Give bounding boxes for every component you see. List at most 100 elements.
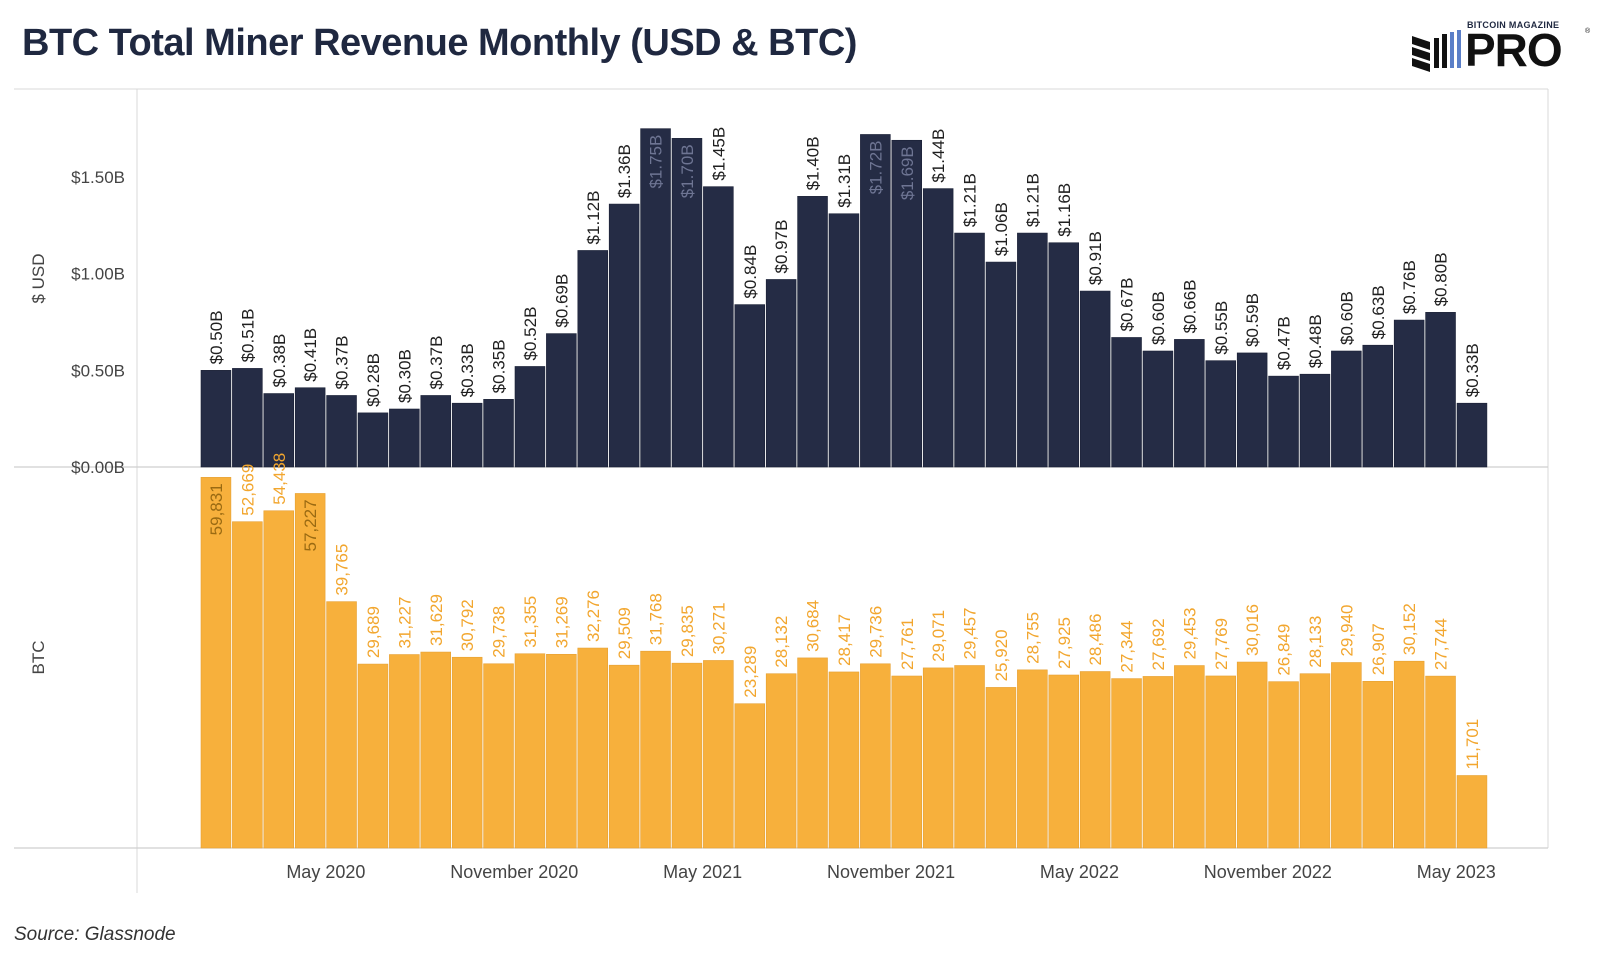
logo-big-text: PRO bbox=[1465, 24, 1563, 76]
btc-bar bbox=[1393, 660, 1425, 849]
btc-bar bbox=[797, 657, 828, 849]
btc-bar bbox=[640, 650, 671, 849]
btc-bar bbox=[1142, 676, 1174, 849]
btc-bar bbox=[1079, 671, 1111, 849]
btc-data-label: 26,849 bbox=[1275, 624, 1294, 676]
btc-y-axis-label: BTC bbox=[29, 641, 48, 675]
usd-data-label: $1.72B bbox=[866, 140, 885, 194]
usd-bar bbox=[1174, 339, 1205, 468]
btc-data-label: 59,831 bbox=[207, 483, 226, 535]
btc-bar bbox=[1236, 661, 1268, 849]
btc-bar bbox=[922, 667, 954, 849]
btc-data-label: 27,692 bbox=[1149, 618, 1168, 670]
btc-data-label: 31,355 bbox=[521, 596, 540, 648]
btc-bar bbox=[985, 687, 1017, 849]
btc-data-label: 32,276 bbox=[584, 590, 603, 642]
usd-bar bbox=[1079, 290, 1111, 468]
usd-data-label: $0.55B bbox=[1212, 301, 1231, 355]
btc-data-label: 27,769 bbox=[1212, 618, 1231, 670]
btc-data-label: 26,907 bbox=[1369, 623, 1388, 675]
usd-bar bbox=[1142, 350, 1174, 468]
btc-data-label: 30,016 bbox=[1243, 604, 1262, 656]
btc-data-label: 29,689 bbox=[364, 606, 383, 658]
usd-data-label: $0.48B bbox=[1306, 314, 1325, 368]
usd-bar bbox=[546, 333, 577, 468]
usd-bar bbox=[263, 393, 294, 468]
usd-data-label: $0.37B bbox=[427, 336, 446, 390]
usd-bar bbox=[891, 139, 922, 468]
btc-bar bbox=[263, 510, 294, 849]
usd-data-label: $1.75B bbox=[647, 135, 666, 189]
chart-title: BTC Total Miner Revenue Monthly (USD & B… bbox=[22, 22, 857, 64]
btc-bar bbox=[1425, 675, 1456, 849]
usd-data-label: $1.12B bbox=[584, 191, 603, 245]
usd-data-label: $1.36B bbox=[615, 144, 634, 198]
btc-bar bbox=[828, 671, 860, 849]
x-axis: May 2020 November 2020 May 2021 November 20… bbox=[286, 862, 1495, 882]
usd-data-label: $0.91B bbox=[1086, 231, 1105, 285]
usd-bar bbox=[1048, 242, 1080, 468]
usd-bar bbox=[1331, 350, 1362, 468]
btc-data-label: 23,289 bbox=[741, 646, 760, 698]
btc-data-label: 29,835 bbox=[678, 605, 697, 657]
btc-data-label: 30,152 bbox=[1400, 603, 1419, 655]
btc-bar bbox=[294, 493, 326, 849]
btc-bar bbox=[671, 662, 703, 849]
btc-data-label: 29,457 bbox=[961, 608, 980, 660]
btc-data-label: 29,736 bbox=[866, 606, 885, 658]
usd-bar bbox=[326, 395, 357, 468]
usd-data-label: $0.41B bbox=[301, 328, 320, 382]
usd-data-label: $1.06B bbox=[992, 202, 1011, 256]
btc-bar bbox=[703, 660, 734, 849]
source-note: Source: Glassnode bbox=[14, 924, 176, 945]
btc-bar bbox=[860, 663, 891, 849]
x-tick-label: May 2023 bbox=[1417, 862, 1496, 882]
btc-data-label: 29,453 bbox=[1180, 608, 1199, 660]
logo-small-text: BITCOIN MAGAZINE bbox=[1467, 20, 1560, 30]
btc-bar bbox=[483, 663, 514, 849]
usd-data-label: $1.31B bbox=[835, 154, 854, 208]
usd-bar bbox=[514, 366, 546, 468]
usd-bar bbox=[1236, 352, 1268, 468]
btc-bar bbox=[891, 675, 922, 849]
btc-bar bbox=[1017, 669, 1048, 849]
btc-data-label: 52,669 bbox=[238, 464, 257, 516]
x-tick-label: May 2022 bbox=[1040, 862, 1119, 882]
usd-data-label: $0.67B bbox=[1118, 278, 1137, 332]
usd-data-label: $0.66B bbox=[1180, 280, 1199, 334]
btc-bar bbox=[357, 663, 389, 849]
bitcoin-magazine-pro-logo: BITCOIN MAGAZINE PRO ® bbox=[1410, 20, 1590, 76]
usd-bar bbox=[703, 186, 734, 468]
btc-bar bbox=[232, 521, 263, 849]
usd-data-label: $0.59B bbox=[1243, 293, 1262, 347]
btc-bar bbox=[1299, 673, 1331, 849]
btc-data-label: 30,684 bbox=[804, 600, 823, 652]
usd-bar bbox=[608, 203, 640, 468]
usd-bar bbox=[357, 412, 389, 468]
usd-bar bbox=[1205, 360, 1237, 468]
btc-data-label: 54,438 bbox=[270, 453, 289, 505]
btc-data-label: 31,227 bbox=[395, 597, 414, 649]
usd-data-label: $1.40B bbox=[804, 136, 823, 190]
btc-bar bbox=[608, 664, 640, 849]
usd-data-label: $0.60B bbox=[1149, 291, 1168, 345]
btc-data-label: 30,271 bbox=[709, 602, 728, 654]
btc-bar bbox=[1205, 675, 1237, 849]
usd-data-label: $0.37B bbox=[333, 336, 352, 390]
usd-data-label: $1.45B bbox=[709, 127, 728, 181]
x-tick-label: November 2021 bbox=[827, 862, 955, 882]
btc-data-label: 31,768 bbox=[647, 593, 666, 645]
usd-bar bbox=[671, 138, 703, 468]
usd-data-label: $0.97B bbox=[772, 220, 791, 274]
btc-bar bbox=[1331, 662, 1362, 849]
usd-bar bbox=[1111, 337, 1142, 468]
btc-data-label: 28,132 bbox=[772, 616, 791, 668]
usd-data-label: $0.52B bbox=[521, 307, 540, 361]
btc-bar bbox=[1268, 681, 1299, 849]
btc-data-label: 28,133 bbox=[1306, 616, 1325, 668]
usd-bar bbox=[1268, 375, 1299, 468]
btc-bar bbox=[514, 653, 546, 849]
btc-data-label: 28,486 bbox=[1086, 614, 1105, 666]
usd-data-label: $1.69B bbox=[898, 146, 917, 200]
usd-bar bbox=[922, 188, 954, 468]
